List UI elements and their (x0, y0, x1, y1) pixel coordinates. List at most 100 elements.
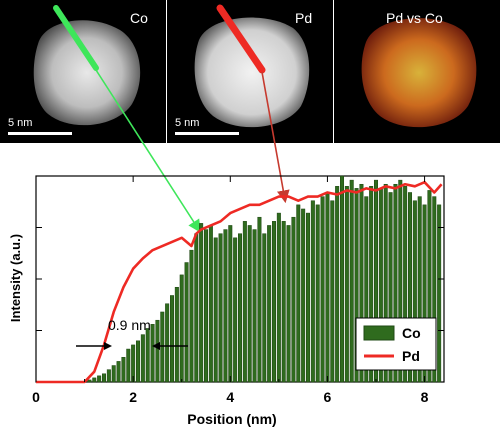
co-bar (310, 200, 315, 383)
co-bar (92, 377, 97, 383)
co-bar (218, 233, 223, 383)
co-bar (412, 200, 417, 383)
co-bar (335, 186, 340, 383)
overlay-nanoparticle-image (361, 18, 477, 128)
co-bar (344, 186, 349, 383)
co-bar (262, 233, 267, 383)
legend: Co Pd (355, 317, 437, 371)
co-bar (150, 324, 155, 383)
pd-nanoparticle-image (194, 17, 310, 128)
co-bar (417, 196, 422, 383)
co-bar (223, 229, 228, 383)
co-pointer-arrow (95, 69, 201, 233)
co-bar (179, 274, 184, 383)
co-bar (432, 196, 437, 383)
co-scan-line (53, 5, 99, 71)
pd-panel-label: Pd (295, 10, 313, 26)
co-bar (276, 212, 281, 383)
co-bar (320, 196, 325, 383)
co-bar (364, 196, 369, 383)
width-annotation: 0.9 nm (108, 317, 151, 333)
co-bar (160, 311, 165, 383)
co-bar (136, 340, 140, 383)
co-nanoparticle-image (33, 20, 141, 126)
pd-pointer-arrow (261, 71, 290, 204)
co-bar (87, 379, 92, 383)
co-bar (286, 225, 291, 383)
co-bar (238, 233, 242, 383)
co-bar (97, 375, 102, 383)
co-bar (301, 208, 306, 383)
co-bar (403, 186, 408, 383)
co-bar (165, 303, 170, 383)
x-axis-label: Position (nm) (187, 411, 276, 427)
co-bar (242, 221, 247, 383)
co-bar (140, 334, 145, 383)
co-bar (257, 216, 262, 383)
co-bar (408, 192, 412, 383)
x-tick-label: 0 (32, 389, 40, 405)
co-bar (116, 361, 121, 383)
co-bar (388, 192, 393, 383)
overlay-panel-label: Pd vs Co (386, 10, 443, 26)
co-bar (102, 373, 106, 383)
co-scale-label: 5 nm (8, 117, 33, 129)
co-bar (306, 212, 310, 383)
co-bar (267, 225, 272, 383)
co-bar (145, 328, 150, 383)
co-bar (330, 200, 335, 383)
pd-scale-bar (175, 132, 239, 135)
co-bar (106, 369, 111, 383)
co-bar (272, 221, 276, 383)
co-bar (383, 183, 388, 383)
co-bar (194, 233, 199, 383)
width-arrowhead-left (104, 342, 112, 350)
plot-area: 0 2 4 6 8 (32, 175, 445, 405)
co-bar (247, 225, 252, 383)
co-bar (204, 229, 208, 383)
co-bar (155, 319, 160, 383)
legend-swatch-co (363, 325, 395, 341)
x-tick-label: 8 (421, 389, 429, 405)
co-bar (427, 190, 432, 383)
pd-scale-label: 5 nm (175, 117, 200, 129)
overlay-map-panel: Pd vs Co (334, 0, 500, 143)
co-bar (354, 188, 359, 383)
co-bar (208, 225, 213, 383)
x-tick-label: 4 (226, 389, 234, 405)
pd-line (36, 180, 443, 384)
co-bar (340, 175, 344, 383)
co-bar (189, 249, 194, 383)
co-bar (213, 237, 218, 383)
co-bar (325, 192, 330, 383)
pd-scan-line (216, 4, 266, 74)
width-arrowhead-right (152, 342, 160, 350)
co-bar (393, 183, 398, 383)
co-map-panel: Co 5 nm (0, 0, 166, 143)
co-bar (252, 229, 257, 383)
x-tick-label: 2 (129, 389, 137, 405)
co-bar (369, 186, 374, 383)
co-bar (199, 223, 204, 383)
co-bar (281, 221, 286, 383)
co-bar (174, 286, 179, 383)
co-bar (170, 295, 174, 383)
co-bar (359, 183, 364, 383)
co-bar (233, 237, 238, 383)
co-bar (111, 365, 116, 383)
co-scale-bar (8, 132, 72, 135)
co-panel-label: Co (130, 10, 148, 26)
co-bar (291, 216, 296, 383)
pd-map-panel: Pd 5 nm (167, 0, 333, 143)
co-bar (437, 204, 442, 383)
y-axis-label: Intensity (a.u.) (8, 234, 23, 322)
co-bar (315, 204, 320, 383)
co-bar (349, 179, 354, 383)
x-tick-label: 6 (324, 389, 332, 405)
co-bar (228, 225, 233, 383)
legend-label-pd: Pd (402, 348, 420, 364)
co-bar (296, 204, 301, 383)
co-bar (184, 262, 189, 383)
co-bar (126, 348, 131, 383)
